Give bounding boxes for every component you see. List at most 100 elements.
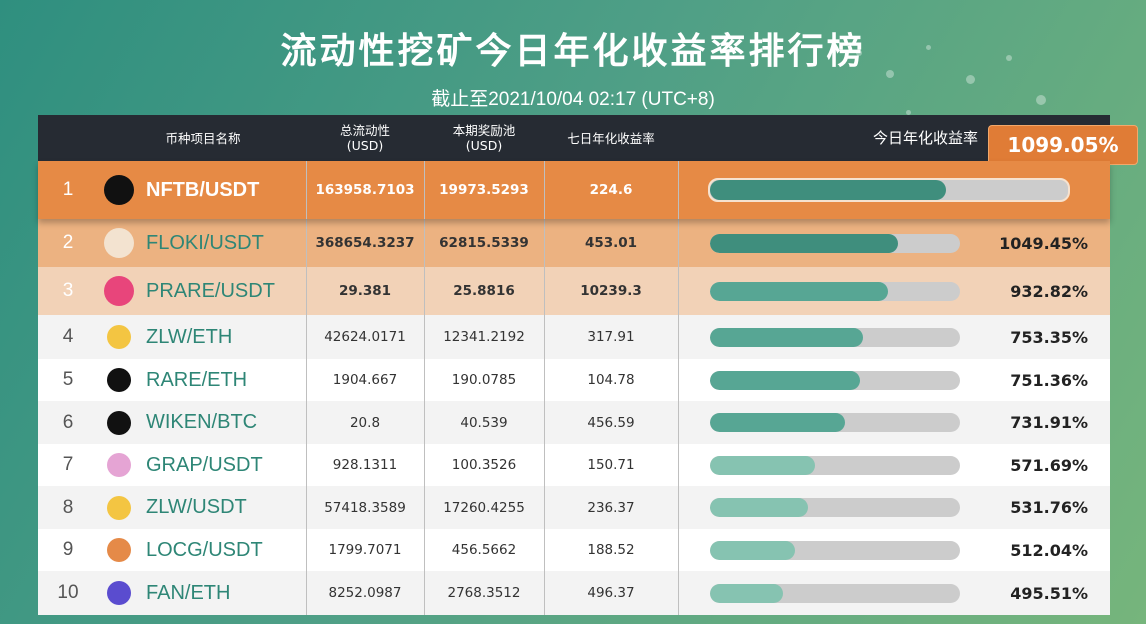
apy-today-value: 571.69% <box>1010 455 1088 475</box>
zlw-icon <box>107 495 131 520</box>
apy-bar-fill <box>710 370 860 390</box>
col-name: 币种项目名称 <box>165 130 241 146</box>
table-row: 5 RARE/ETH 1904.667 190.0785 104.78 751.36% <box>38 359 1110 401</box>
reward-value: 100.3526 <box>451 457 517 473</box>
pair-name: GRAP/USDT <box>146 453 263 476</box>
zlw-icon <box>107 325 131 349</box>
apy-today-value: 751.36% <box>1010 370 1088 390</box>
floki-icon <box>104 228 134 258</box>
apy-bar-fill <box>710 455 815 475</box>
apy7-value: 236.37 <box>587 499 635 516</box>
reward-value: 12341.2192 <box>443 329 525 345</box>
pair-name: FAN/ETH <box>146 581 231 604</box>
prare-icon <box>104 276 134 306</box>
apy-bar-fill <box>710 540 795 560</box>
coin-logo <box>102 161 136 219</box>
apy-bar <box>710 281 960 301</box>
apy-today-value: 531.76% <box>1010 498 1088 517</box>
apy-bar <box>710 540 960 560</box>
reward-value: 62815.5339 <box>439 235 529 251</box>
rank-number: 2 <box>62 232 74 253</box>
apy-bar <box>710 370 960 390</box>
apy-bar-fill <box>710 233 898 253</box>
table-header: 币种项目名称 总流动性 (USD) 本期奖励池 (USD) 七日年化收益率 今日… <box>38 115 1110 161</box>
col-reward: 本期奖励池 (USD) <box>424 115 544 161</box>
apy-bar <box>710 583 960 603</box>
reward-value: 456.5662 <box>451 542 517 558</box>
table-row: 7 GRAP/USDT 928.1311 100.3526 150.71 571.69% <box>38 444 1110 486</box>
rank-number: 3 <box>62 280 74 301</box>
apy-today-value: 512.04% <box>1010 540 1088 560</box>
apy-today-value: 495.51% <box>1010 583 1088 603</box>
rare-icon <box>107 368 131 392</box>
col-liquidity-unit: (USD) <box>346 138 384 153</box>
pair-name: RARE/ETH <box>146 368 248 391</box>
apy-today-value: 753.35% <box>1010 327 1088 347</box>
apy-bar-fill <box>710 180 947 200</box>
liquidity-value: 29.381 <box>338 283 392 299</box>
apy7-value: 150.71 <box>587 457 635 473</box>
col-apy-today: 今日年化收益率 <box>872 128 978 147</box>
liquidity-value: 20.8 <box>349 414 381 431</box>
coin-logo <box>102 444 136 486</box>
rank-number: 9 <box>62 539 74 560</box>
liquidity-value: 163958.7103 <box>315 182 415 198</box>
liquidity-value: 8252.0987 <box>328 585 402 601</box>
rank-number: 8 <box>62 496 74 518</box>
apy7-value: 317.91 <box>587 329 635 345</box>
coin-logo <box>102 359 136 401</box>
ranking-table: 币种项目名称 总流动性 (USD) 本期奖励池 (USD) 七日年化收益率 今日… <box>38 115 1138 615</box>
locg-icon <box>107 538 131 562</box>
coin-logo <box>102 401 136 444</box>
reward-value: 19973.5293 <box>439 182 529 198</box>
table-row: 10 FAN/ETH 8252.0987 2768.3512 496.37 495.51% <box>38 571 1110 615</box>
nftb-icon <box>104 175 134 205</box>
col-liquidity: 总流动性 (USD) <box>306 115 424 161</box>
apy7-value: 496.37 <box>587 585 635 601</box>
reward-value: 2768.3512 <box>447 585 521 601</box>
reward-value: 17260.4255 <box>443 499 525 516</box>
liquidity-value: 1904.667 <box>332 372 398 388</box>
apy-bar <box>710 327 960 347</box>
coin-logo <box>102 315 136 359</box>
col-reward-unit: (USD) <box>465 138 503 153</box>
table-row: 2 FLOKI/USDT 368654.3237 62815.5339 453.01 10… <box>38 219 1110 267</box>
apy7-value: 10239.3 <box>580 283 642 299</box>
pair-name: LOCG/USDT <box>146 538 263 561</box>
apy-bar-fill <box>710 498 808 517</box>
reward-value: 40.539 <box>460 414 508 431</box>
pair-name: ZLW/USDT <box>146 496 247 518</box>
apy-bar-fill <box>710 281 888 301</box>
reward-value: 190.0785 <box>451 372 517 388</box>
liquidity-value: 368654.3237 <box>315 235 415 251</box>
pair-name: FLOKI/USDT <box>146 231 264 254</box>
page-subtitle: 截止至2021/10/04 02:17 (UTC+8) <box>431 89 715 110</box>
rank-number: 7 <box>62 454 74 475</box>
rank-number: 1 <box>62 179 74 200</box>
rank-number: 10 <box>57 582 79 603</box>
coin-logo <box>102 529 136 571</box>
apy-bar-fill <box>710 327 863 347</box>
apy-bar-fill <box>710 583 783 603</box>
apy7-value: 104.78 <box>587 372 635 388</box>
pair-name: ZLW/ETH <box>146 325 233 348</box>
apy-bar <box>708 178 1070 202</box>
liquidity-value: 57418.3589 <box>324 499 406 516</box>
grap-icon <box>107 453 131 477</box>
top-apy-callout: 1099.05% <box>988 125 1138 165</box>
rank-number: 4 <box>62 326 74 347</box>
table-row: 4 ZLW/ETH 42624.0171 12341.2192 317.91 753.35… <box>38 315 1110 359</box>
apy-bar <box>710 455 960 475</box>
coin-logo <box>102 486 136 529</box>
apy-today-value <box>968 161 1088 219</box>
page-title: 流动性挖矿今日年化收益率排行榜 <box>280 31 866 72</box>
liquidity-value: 42624.0171 <box>324 329 406 345</box>
wiken-icon <box>107 410 131 435</box>
apy7-value: 456.59 <box>587 414 635 431</box>
apy-bar <box>710 498 960 517</box>
table-row: 3 PRARE/USDT 29.381 25.8816 10239.3 932.82% <box>38 267 1110 315</box>
reward-value: 25.8816 <box>453 283 515 299</box>
liquidity-value: 1799.7071 <box>328 542 402 558</box>
apy7-value: 224.6 <box>589 182 633 198</box>
apy7-value: 453.01 <box>584 235 638 251</box>
